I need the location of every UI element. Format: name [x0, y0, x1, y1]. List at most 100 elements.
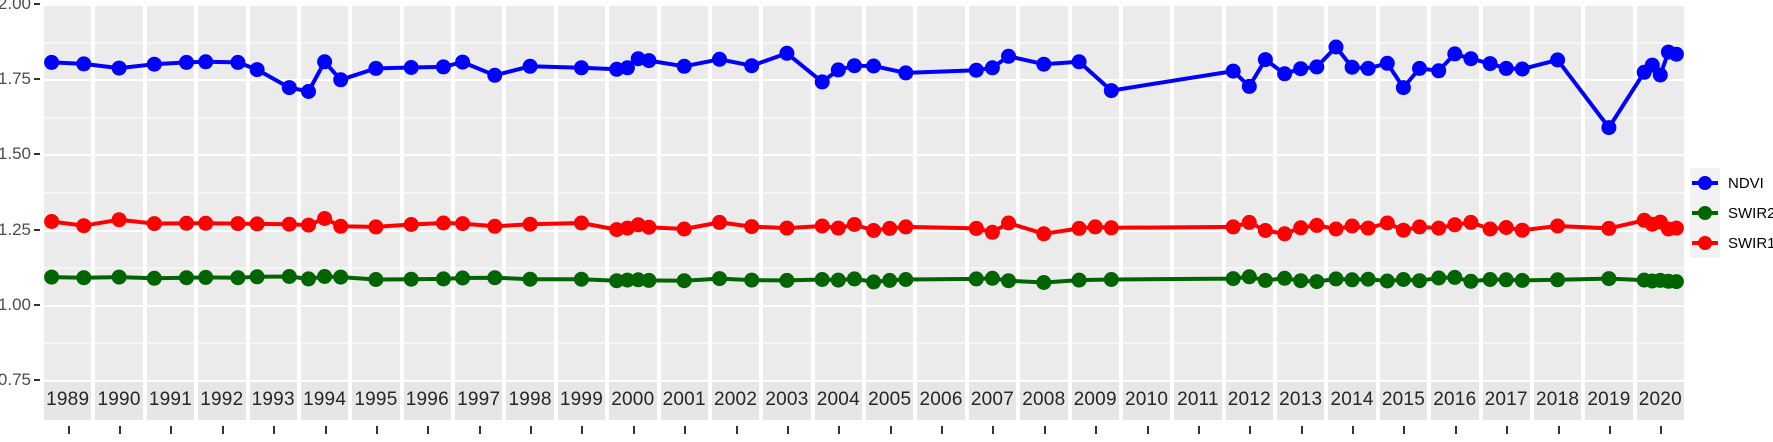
x-axis-tick-mark: [1454, 426, 1457, 434]
y-axis-tick-mark: [34, 3, 40, 5]
data-point: [368, 272, 384, 287]
y-axis-tick-label: 1.25: [0, 219, 31, 239]
data-point: [1103, 83, 1119, 99]
data-point: [333, 269, 349, 285]
series-overlay: [44, 0, 1684, 442]
data-point: [968, 220, 984, 236]
data-point: [487, 270, 503, 286]
data-point: [1071, 54, 1087, 70]
x-axis-tick-mark: [375, 426, 378, 434]
facet-strip-label: 2019: [1587, 389, 1631, 410]
data-point: [1071, 220, 1087, 236]
facet-strip: 2010: [1122, 380, 1171, 420]
data-point: [984, 270, 1000, 286]
data-point: [317, 211, 333, 226]
data-point: [1344, 59, 1360, 75]
y-axis-tick-mark: [34, 228, 40, 231]
data-point: [76, 218, 92, 234]
y-axis-tick-label: 0.75: [0, 370, 31, 389]
data-point: [1360, 220, 1376, 236]
x-axis-tick-mark: [324, 426, 327, 434]
facet-strip: 2002: [711, 380, 760, 420]
data-point: [333, 72, 349, 88]
x-axis-tick-mark: [119, 426, 122, 434]
data-point: [1277, 66, 1293, 82]
data-point: [1498, 272, 1514, 288]
facet-strip-label: 2002: [714, 389, 758, 410]
x-axis-tick-mark: [530, 426, 533, 434]
data-point: [1431, 63, 1447, 79]
facet-strip: 1989: [44, 380, 92, 420]
facet-strip: 2003: [763, 380, 811, 420]
data-point: [317, 54, 333, 70]
data-point: [301, 84, 316, 99]
facet-strip: 2017: [1482, 380, 1530, 420]
y-axis-tick-label: 1.75: [0, 69, 31, 89]
data-point: [744, 58, 760, 74]
data-point: [882, 272, 898, 288]
data-point: [744, 272, 760, 288]
data-point: [230, 270, 246, 286]
y-axis-tick-mark: [34, 303, 40, 306]
legend-item-label: SWIR2: [1728, 204, 1773, 222]
facet-strip-label: 2015: [1381, 389, 1425, 410]
data-point: [522, 58, 538, 74]
data-point: [522, 216, 538, 232]
diamond-marker-icon: [1690, 168, 1720, 198]
facet-strip-label: 1989: [46, 389, 90, 410]
x-axis-tick-mark: [838, 426, 841, 434]
data-point: [1241, 78, 1257, 94]
data-point: [179, 270, 194, 286]
data-point: [779, 45, 795, 61]
facet-strip-label: 1993: [251, 389, 295, 410]
data-point: [281, 216, 297, 232]
data-point: [641, 219, 657, 235]
legend-item-swir1[interactable]: SWIR1: [1690, 228, 1773, 258]
data-point: [1379, 55, 1395, 71]
series-ndvi: [44, 39, 1684, 136]
data-point: [198, 269, 214, 285]
data-point: [44, 214, 60, 229]
x-axis-tick-mark: [427, 426, 430, 434]
data-point: [281, 269, 297, 284]
legend-item-ndvi[interactable]: NDVI: [1690, 168, 1773, 198]
data-point: [76, 56, 92, 72]
facet-strip: 2000: [609, 380, 657, 420]
data-point: [609, 273, 625, 289]
data-point: [984, 224, 1000, 240]
data-point: [301, 217, 316, 233]
data-point: [435, 271, 451, 287]
x-axis-tick-mark: [1249, 426, 1252, 434]
data-point: [866, 58, 882, 74]
y-axis-tick-label: 2.00: [0, 0, 31, 13]
data-point: [1071, 272, 1087, 288]
data-point: [1360, 60, 1376, 76]
plot-area: 1989 1990 1991 1992 1993 1994 1995 1996 1997 1998…: [44, 0, 1684, 442]
data-point: [1550, 272, 1566, 288]
y-axis: 2.00 1.75 1.50 1.25 1.00 0.75: [0, 0, 44, 442]
legend-item-swir2[interactable]: SWIR2: [1690, 198, 1773, 228]
series-svg: [44, 39, 1684, 290]
x-axis-tick-mark: [581, 426, 584, 434]
x-axis-tick-mark: [786, 426, 789, 434]
data-point: [230, 216, 246, 232]
data-point: [1309, 217, 1325, 233]
data-point: [1344, 218, 1360, 234]
data-point: [846, 58, 862, 74]
x-axis-tick-mark: [221, 426, 224, 434]
data-point: [111, 212, 127, 228]
data-point: [179, 54, 194, 70]
data-point: [676, 58, 692, 74]
data-point: [1293, 273, 1309, 289]
data-point: [403, 60, 419, 75]
data-point: [44, 269, 60, 285]
data-point: [1087, 219, 1103, 235]
data-point: [1225, 219, 1241, 235]
series-line: [49, 274, 1679, 285]
data-point: [1668, 274, 1684, 290]
data-point: [1036, 275, 1052, 290]
facet-strip: 2005: [866, 380, 914, 420]
data-point: [1360, 271, 1376, 287]
facet-strip: 2012: [1225, 380, 1273, 420]
facet-strip-label: 2007: [970, 389, 1014, 410]
